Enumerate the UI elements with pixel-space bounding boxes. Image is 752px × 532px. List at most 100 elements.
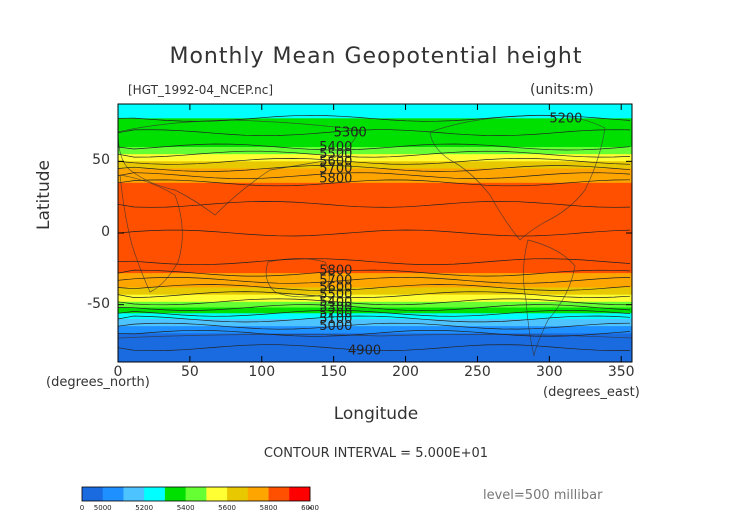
- y-tick-label: 50: [92, 152, 110, 169]
- eurasia-outline: [117, 119, 361, 216]
- contour-label: 5500: [319, 147, 352, 162]
- height-band: [118, 261, 632, 274]
- contour-line: [117, 114, 631, 122]
- contour-label: 5600: [319, 154, 352, 169]
- axis-ticks: [117, 104, 632, 362]
- colorbar-label: 6000: [301, 504, 319, 512]
- height-band: [118, 319, 632, 327]
- colorbar-label: ∞: [307, 504, 313, 512]
- contour-line: [117, 315, 631, 323]
- contour-line: [117, 291, 631, 298]
- contour-label: 5600: [319, 280, 352, 295]
- colorbar-swatch: [164, 487, 186, 501]
- x-tick-label: 150: [320, 364, 348, 380]
- colorbar-label: 5200: [135, 504, 154, 512]
- colorbar-swatch: [268, 487, 290, 501]
- contour-line: [117, 200, 631, 208]
- contour-line: [117, 298, 631, 306]
- contour-label: 5300: [334, 126, 367, 141]
- contour-line: [117, 157, 631, 165]
- contour-label: 5700: [319, 162, 352, 177]
- colorbar-label: 5800: [259, 504, 278, 512]
- height-band: [118, 154, 632, 162]
- x-tick-label: 250: [464, 364, 491, 380]
- colorbar-swatch: [144, 487, 166, 501]
- x-tick-label: 350: [607, 364, 635, 380]
- contour-label: 5800: [319, 172, 352, 187]
- x-tick-label: 300: [535, 364, 563, 380]
- africa-outline: [119, 174, 183, 293]
- antarctica-outline: [117, 334, 633, 339]
- x-tick-label: 0: [113, 364, 123, 380]
- contour-line: [117, 258, 631, 266]
- height-band: [118, 294, 632, 303]
- height-band: [118, 132, 632, 148]
- colorbar-swatch: [289, 487, 311, 501]
- height-band: [118, 326, 632, 334]
- colorbar-swatch: [227, 487, 249, 501]
- height-band: [118, 168, 632, 177]
- contour-label: 5400: [319, 295, 352, 310]
- y-tick-label: 0: [101, 224, 110, 240]
- height-band: [118, 273, 632, 281]
- contour-label: 5700: [319, 273, 352, 288]
- colorbar-frame: [81, 486, 311, 502]
- contour-line: [117, 165, 631, 172]
- contour-lines: [117, 114, 631, 352]
- colorbar-swatch: [82, 487, 104, 501]
- x-tick-label: 200: [392, 364, 419, 380]
- colorbar: [81, 486, 311, 502]
- y-tick-label: -50: [87, 295, 110, 312]
- australia-outline: [265, 258, 330, 298]
- contour-label: 5800: [319, 263, 352, 278]
- contour-line: [117, 143, 631, 151]
- contour-label: 5100: [319, 312, 352, 327]
- height-band: [118, 347, 632, 363]
- colorbar-label: 5600: [218, 504, 236, 512]
- contour-line: [117, 322, 631, 330]
- colorbar-swatch: [206, 487, 228, 501]
- chart-title: Monthly Mean Geopotential height: [169, 44, 583, 69]
- contour-label: 5200: [549, 111, 582, 126]
- height-band: [118, 287, 632, 296]
- contour-line: [117, 304, 631, 311]
- colorbar-swatch: [123, 487, 145, 501]
- colorbar-swatch: [185, 487, 207, 501]
- colorbar-label: 0: [79, 504, 85, 512]
- contour-label: 5500: [319, 288, 352, 303]
- y-axis-unit: (degrees_north): [46, 375, 150, 390]
- contour-labels: 5200530054005500560057005800580057005600…: [319, 111, 582, 358]
- height-band: [118, 301, 632, 309]
- x-tick-label: 100: [248, 364, 276, 380]
- contour-label: 4900: [348, 344, 381, 359]
- height-band: [118, 182, 632, 205]
- height-band: [118, 147, 632, 155]
- contour-line: [117, 150, 631, 158]
- contour-label: 5300: [319, 301, 352, 316]
- colorbar-swatch: [247, 487, 269, 501]
- x-axis-title: Longitude: [333, 404, 419, 424]
- height-band: [118, 233, 632, 263]
- height-band: [118, 204, 632, 234]
- height-bands: [118, 104, 632, 363]
- continent-outlines: [117, 114, 633, 357]
- contour-line: [117, 172, 631, 180]
- contour-line: [117, 179, 631, 187]
- contour-line: [117, 269, 631, 277]
- level-label: level=500 millibar: [483, 488, 603, 503]
- colorbar-swatch: [102, 487, 124, 501]
- contour-line: [117, 309, 631, 317]
- colorbar-label: 5000: [93, 504, 112, 512]
- height-band: [118, 118, 632, 134]
- contour-interval: CONTOUR INTERVAL = 5.000E+01: [263, 446, 489, 461]
- x-tick-label: 50: [180, 364, 199, 380]
- colorbar-label: 5400: [176, 504, 195, 512]
- height-band: [118, 175, 632, 184]
- units-label: (units:m): [530, 82, 594, 98]
- contour-line: [117, 276, 631, 284]
- dataset-filename: [HGT_1992-04_NCEP.nc]: [128, 83, 274, 97]
- contour-line: [117, 344, 631, 352]
- height-band: [118, 307, 632, 314]
- contour-line: [117, 284, 631, 291]
